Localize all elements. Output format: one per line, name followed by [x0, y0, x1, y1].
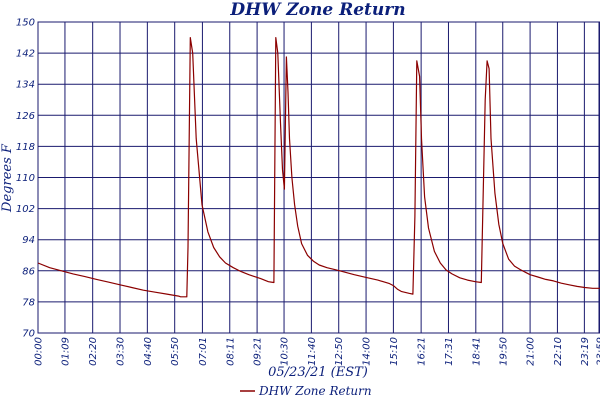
- x-tick-label: 01:09: [60, 337, 71, 366]
- x-tick-label: 04:40: [143, 337, 154, 366]
- y-tick-label: 134: [16, 80, 35, 91]
- plot-area: [37, 36, 600, 298]
- x-tick-label: 00:00: [34, 337, 45, 366]
- x-axis-label: 05/23/21 (EST): [268, 365, 368, 380]
- grid: [37, 21, 600, 334]
- x-tick-label: 12:50: [334, 337, 345, 366]
- y-tick-label: 102: [16, 204, 35, 215]
- x-tick-label: 08:11: [225, 337, 236, 366]
- legend: DHW Zone Return: [240, 384, 372, 398]
- y-axis-label: Degrees F: [0, 143, 15, 213]
- x-tick-label: 03:30: [116, 337, 127, 366]
- y-tick-label: 78: [22, 297, 35, 308]
- x-tick-label: 23:59: [596, 337, 600, 366]
- x-tick-label: 22:10: [553, 337, 564, 366]
- y-tick-label: 118: [16, 142, 35, 153]
- chart-title: DHW Zone Return: [229, 0, 405, 20]
- x-ticks: 00:00 01:09 02:20 03:30 04:40 05:50 07:01 08:11…: [34, 337, 600, 366]
- y-tick-label: 94: [22, 235, 35, 246]
- y-tick-label: 86: [22, 266, 35, 277]
- x-tick-label: 21:00: [526, 337, 537, 366]
- x-tick-label: 19:50: [498, 337, 509, 366]
- y-tick-label: 150: [16, 18, 35, 29]
- legend-label: DHW Zone Return: [258, 384, 372, 398]
- series-line: [37, 36, 600, 298]
- x-tick-label: 09:21: [253, 337, 264, 366]
- y-tick-label: 126: [16, 111, 35, 122]
- x-tick-label: 14:00: [362, 337, 373, 366]
- x-tick-label: 16:21: [417, 337, 428, 366]
- x-tick-label: 07:01: [198, 337, 209, 366]
- x-tick-label: 23:19: [580, 337, 591, 366]
- x-tick-label: 10:30: [280, 337, 291, 366]
- y-tick-label: 110: [16, 173, 35, 184]
- y-tick-label: 70: [22, 329, 35, 340]
- x-tick-label: 18:41: [471, 337, 482, 366]
- x-tick-label: 05:50: [170, 337, 181, 366]
- x-tick-label: 17:31: [444, 337, 455, 366]
- y-tick-label: 142: [16, 49, 35, 60]
- x-tick-label: 11:40: [307, 337, 318, 366]
- x-tick-label: 02:20: [88, 337, 99, 366]
- x-tick-label: 15:10: [389, 337, 400, 366]
- y-ticks: 70 78 86 94 102 110 118 126 134 142 150: [16, 18, 35, 340]
